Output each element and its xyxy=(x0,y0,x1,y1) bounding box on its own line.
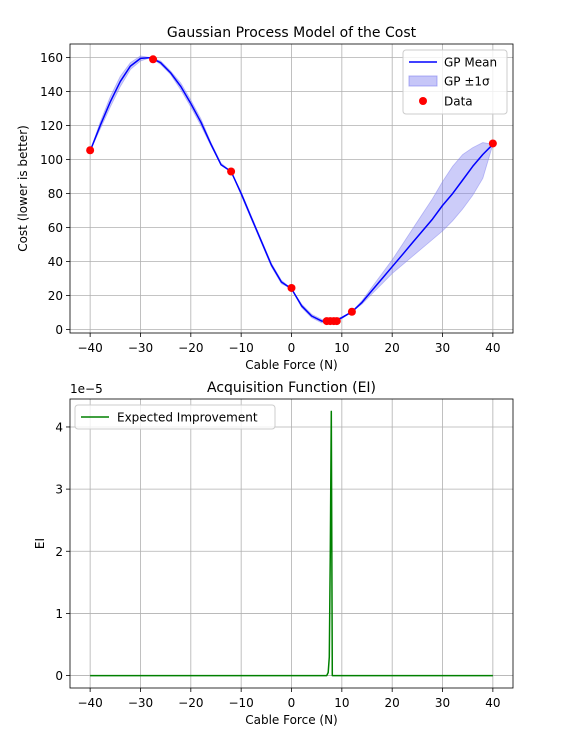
data-point xyxy=(149,55,158,64)
x-axis-label: Cable Force (N) xyxy=(245,358,338,372)
data-point xyxy=(332,317,341,326)
x-tick-label: −30 xyxy=(128,341,153,355)
y-tick-label: 20 xyxy=(48,289,63,303)
legend: Expected Improvement xyxy=(74,404,276,430)
x-tick-label: −20 xyxy=(178,696,203,710)
y-tick-label: 120 xyxy=(40,119,63,133)
x-tick-label: −20 xyxy=(178,341,203,355)
x-tick-label: 0 xyxy=(288,341,296,355)
legend-data-swatch xyxy=(419,97,427,105)
legend-band-swatch xyxy=(408,75,438,87)
y-tick-label: 2 xyxy=(55,545,63,559)
x-tick-label: 30 xyxy=(435,696,450,710)
plot-data xyxy=(90,410,493,677)
x-tick-label: 10 xyxy=(334,341,349,355)
x-tick-label: −40 xyxy=(77,696,102,710)
legend-band-label: GP ±1σ xyxy=(444,75,490,89)
x-tick-label: 10 xyxy=(334,696,349,710)
y-tick-label: 3 xyxy=(55,483,63,497)
x-tick-label: −10 xyxy=(228,341,253,355)
x-tick-label: −10 xyxy=(228,696,253,710)
gp-mean-line xyxy=(89,56,494,322)
chart-title: Acquisition Function (EI) xyxy=(207,380,376,396)
y-offset-text: 1e−5 xyxy=(70,382,103,396)
data-point xyxy=(86,146,95,155)
legend-frame xyxy=(402,49,508,115)
x-axis-label: Cable Force (N) xyxy=(245,713,338,727)
x-tick-label: 20 xyxy=(385,341,400,355)
legend-data-label: Data xyxy=(444,95,473,109)
gp-chart: −40 −30 −20 −10 0 10 20 30 40 0 20 40 60 80 100 120 140 1… xyxy=(16,25,514,372)
x-tick-label: 40 xyxy=(485,341,500,355)
ei-chart: −40 −30 −20 −10 0 10 20 30 40 0 1 2 3 4 Acquisition Fu… xyxy=(33,380,514,727)
plot-data xyxy=(86,55,497,326)
y-tick-label: 80 xyxy=(48,187,63,201)
y-axis-label: EI xyxy=(33,538,47,549)
x-tick-label: 30 xyxy=(435,341,450,355)
chart-title: Gaussian Process Model of the Cost xyxy=(167,25,417,41)
y-tick-label: 160 xyxy=(40,51,63,65)
data-point xyxy=(488,139,497,148)
y-tick-label: 1 xyxy=(55,607,63,621)
y-tick-label: 60 xyxy=(48,221,63,235)
x-tick-label: −40 xyxy=(77,341,102,355)
ei-line xyxy=(90,410,493,677)
y-tick-label: 0 xyxy=(55,669,63,683)
y-tick-label: 0 xyxy=(55,323,63,337)
data-point xyxy=(347,307,356,316)
grid-lines xyxy=(70,399,513,688)
x-tick-label: 20 xyxy=(385,696,400,710)
y-axis-label: Cost (lower is better) xyxy=(16,125,30,252)
x-tick-label: 40 xyxy=(485,696,500,710)
data-point xyxy=(287,283,296,292)
y-tick-label: 100 xyxy=(40,153,63,167)
x-tick-label: −30 xyxy=(128,696,153,710)
legend-frame xyxy=(74,404,276,430)
legend: GP Mean GP ±1σ Data xyxy=(402,49,508,115)
legend-mean-label: GP Mean xyxy=(444,56,497,70)
data-point xyxy=(227,167,236,176)
y-tick-label: 4 xyxy=(55,420,63,434)
legend-ei-label: Expected Improvement xyxy=(117,411,258,425)
y-tick-label: 40 xyxy=(48,255,63,269)
y-tick-label: 140 xyxy=(40,85,63,99)
grid-lines xyxy=(70,44,513,333)
x-tick-label: 0 xyxy=(288,696,296,710)
